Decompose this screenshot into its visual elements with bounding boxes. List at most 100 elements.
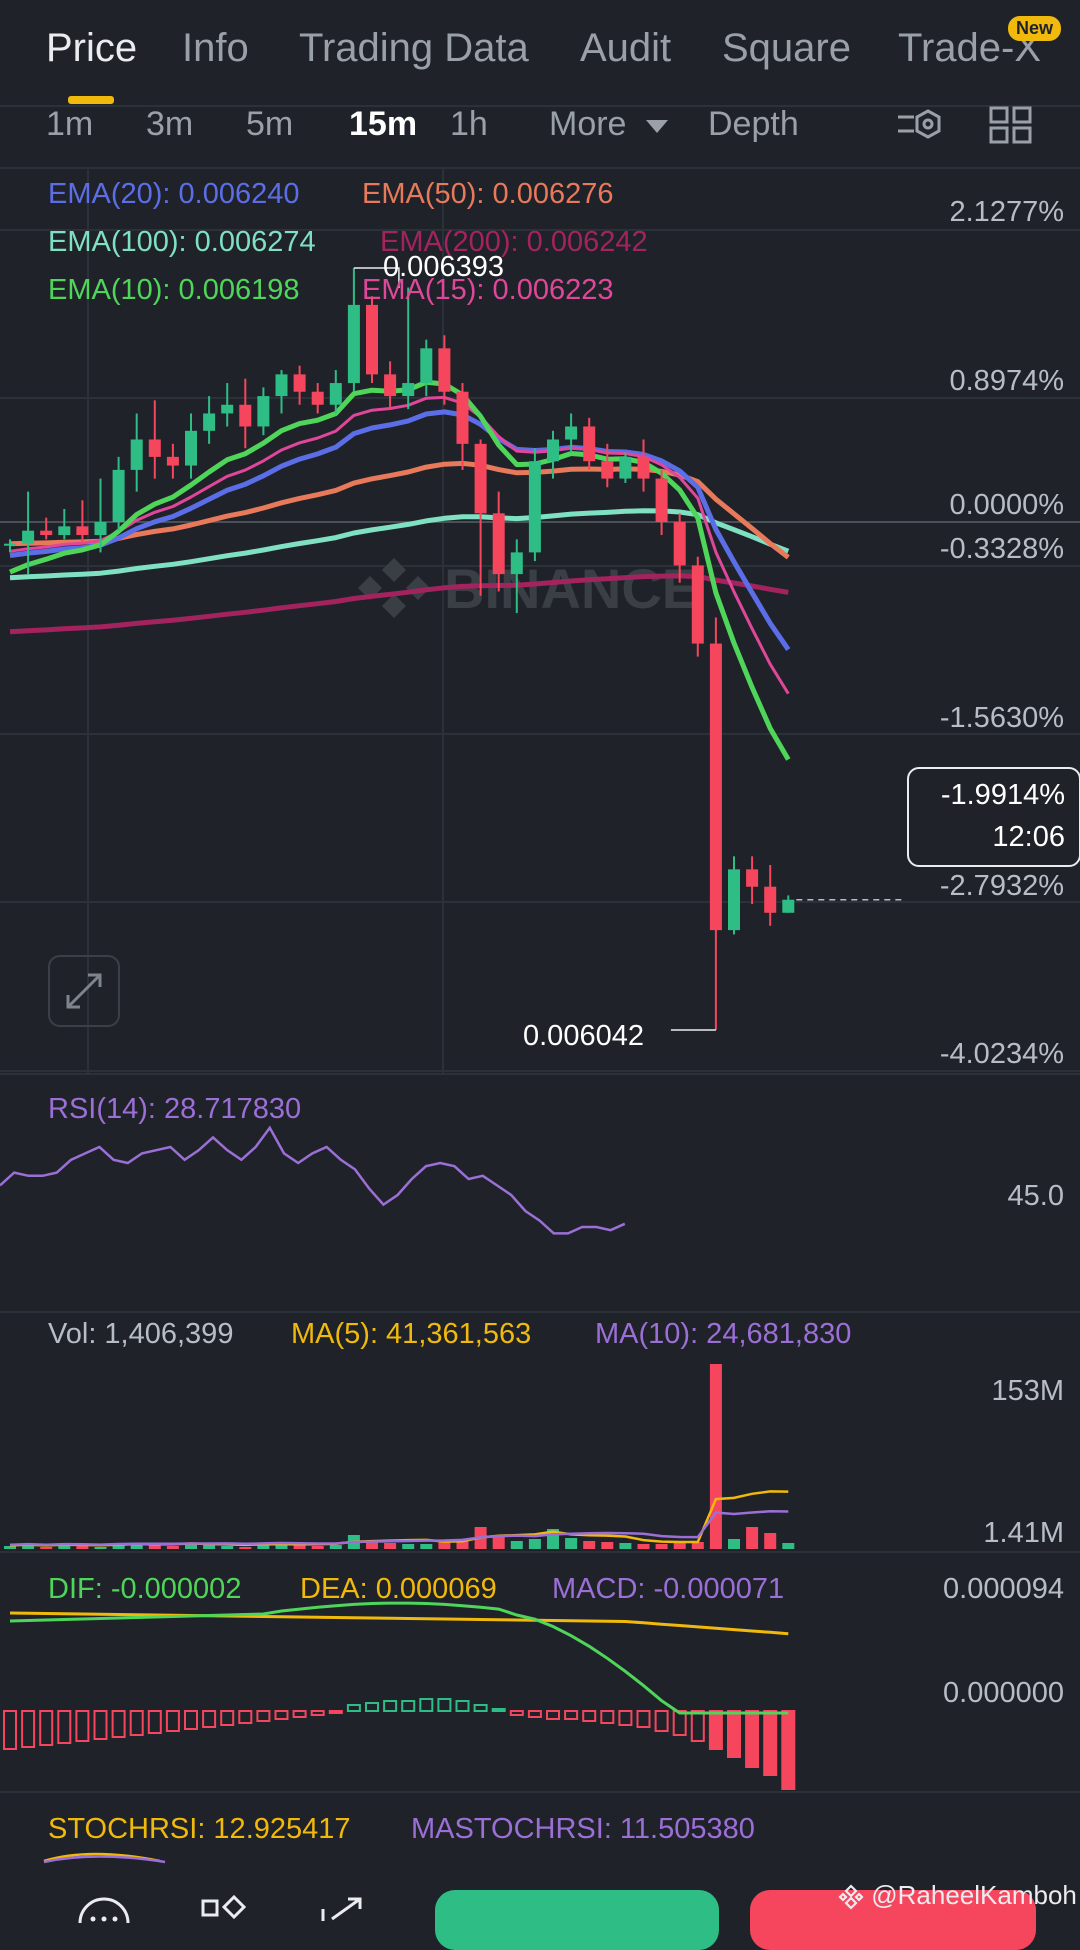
- candle-body: [40, 530, 53, 536]
- macd-bar: [727, 1710, 741, 1758]
- volume-bar: [528, 1539, 541, 1549]
- macd-bar: [383, 1700, 398, 1712]
- volume-bar: [4, 1546, 16, 1549]
- macd-bar: [690, 1710, 705, 1742]
- candle-body: [94, 522, 107, 536]
- candle-body: [782, 899, 795, 913]
- candle-body: [203, 413, 216, 431]
- volume-bar: [438, 1542, 451, 1549]
- volume-bar: [275, 1544, 288, 1549]
- volume-bar: [148, 1545, 161, 1549]
- volume-bar: [637, 1544, 650, 1549]
- macd-bar: [93, 1710, 108, 1740]
- candle-body: [583, 426, 596, 462]
- more-dropdown[interactable]: More: [549, 105, 668, 144]
- ema100-label: EMA(100): 0.006274: [48, 226, 316, 258]
- candle-body: [601, 461, 614, 479]
- rsi-line: [0, 1125, 626, 1235]
- price-chart[interactable]: BINANCE: [0, 168, 1080, 1074]
- candle-body: [619, 456, 632, 479]
- credit-text: @RaheelKamboh: [871, 1880, 1077, 1910]
- tab-price[interactable]: Price: [46, 26, 138, 70]
- volume-bar: [510, 1541, 523, 1549]
- candle-body: [565, 426, 578, 440]
- volume-bar: [22, 1545, 35, 1549]
- macd-bar: [220, 1710, 235, 1726]
- volume-bar: [40, 1547, 53, 1549]
- rsi-axis-label: 45.0: [1007, 1180, 1064, 1212]
- stochrsi-label: STOCHRSI: 12.925417: [48, 1813, 351, 1845]
- macd-histogram: [3, 1698, 796, 1790]
- tab-trading-data[interactable]: Trading Data: [299, 26, 529, 70]
- macd-bar: [401, 1700, 416, 1712]
- volume-bar: [311, 1546, 324, 1549]
- indicator-settings-icon[interactable]: [896, 105, 944, 145]
- macd-bar: [636, 1710, 651, 1728]
- tab-audit[interactable]: Audit: [580, 26, 672, 70]
- macd-bar: [256, 1710, 271, 1722]
- interval-1m[interactable]: 1m: [46, 105, 94, 143]
- volume-bar: [112, 1543, 125, 1549]
- macd-bar: [75, 1710, 90, 1742]
- candle-body: [4, 543, 16, 546]
- volume-ma10-label: MA(10): 24,681,830: [595, 1318, 852, 1350]
- interval-3m[interactable]: 3m: [146, 105, 194, 143]
- widgets-icon[interactable]: [200, 1895, 250, 1923]
- new-badge: New: [1008, 16, 1062, 41]
- candle-body: [112, 469, 125, 522]
- binance-logo-icon: [838, 1884, 864, 1910]
- high-price-label: 0.006393: [383, 251, 504, 283]
- volume-axis-label: 1.41M: [983, 1517, 1064, 1549]
- macd-bar: [654, 1710, 669, 1732]
- high-leader-line: [353, 267, 400, 288]
- interval-depth[interactable]: Depth: [708, 105, 799, 143]
- macd-bar: [129, 1710, 144, 1736]
- interval-1h[interactable]: 1h: [450, 105, 488, 143]
- caret-down-icon: [645, 119, 668, 133]
- candle-body: [22, 530, 35, 544]
- more-label: More: [549, 105, 627, 143]
- share-icon[interactable]: [320, 1895, 370, 1923]
- credit-watermark: @RaheelKamboh: [838, 1880, 1077, 1911]
- ema200-line: [9, 573, 789, 635]
- fullscreen-button[interactable]: [48, 955, 120, 1027]
- volume-bar: [58, 1544, 71, 1549]
- macd-bar: [3, 1710, 17, 1750]
- candle-body: [130, 439, 143, 470]
- volume-bar: [166, 1546, 179, 1549]
- panel-divider: [0, 1551, 1080, 1553]
- macd-bar: [165, 1710, 180, 1732]
- ema20-label: EMA(20): 0.006240: [48, 178, 300, 210]
- volume-bar: [709, 1364, 722, 1549]
- current-price-box: -1.9914% 12:06: [907, 767, 1080, 867]
- layout-grid-icon[interactable]: [988, 105, 1034, 145]
- macd-bar: [618, 1710, 633, 1726]
- more-menu-icon[interactable]: [76, 1895, 132, 1923]
- macd-bar: [328, 1710, 343, 1714]
- volume-bar: [76, 1546, 89, 1549]
- macd-bar: [527, 1710, 542, 1718]
- volume-bar: [691, 1542, 704, 1549]
- ema10-label: EMA(10): 0.006198: [48, 274, 300, 306]
- candle-body: [148, 439, 161, 457]
- volume-bar: [366, 1541, 378, 1549]
- volume-bar: [782, 1543, 795, 1549]
- tab-info[interactable]: Info: [182, 26, 249, 70]
- macd-bar: [184, 1710, 198, 1730]
- interval-5m[interactable]: 5m: [246, 105, 294, 143]
- volume-bar: [239, 1547, 252, 1549]
- ema200-label: EMA(200): 0.006242: [380, 226, 648, 258]
- panel-divider: [0, 1073, 1080, 1075]
- interval-15m[interactable]: 15m: [349, 105, 418, 143]
- macd-axis-label: 0.000094: [943, 1573, 1064, 1605]
- buy-button[interactable]: [435, 1890, 719, 1950]
- macd-bar: [763, 1710, 778, 1776]
- tab-square[interactable]: Square: [722, 26, 851, 70]
- dif-line: [9, 1601, 789, 1715]
- price-axis-label: 0.0000%: [949, 489, 1065, 521]
- candle-body: [510, 552, 523, 575]
- candle-body: [456, 391, 469, 444]
- macd-bar: [292, 1710, 307, 1718]
- candle-body: [76, 526, 89, 536]
- volume-axis-label: 153M: [991, 1375, 1064, 1407]
